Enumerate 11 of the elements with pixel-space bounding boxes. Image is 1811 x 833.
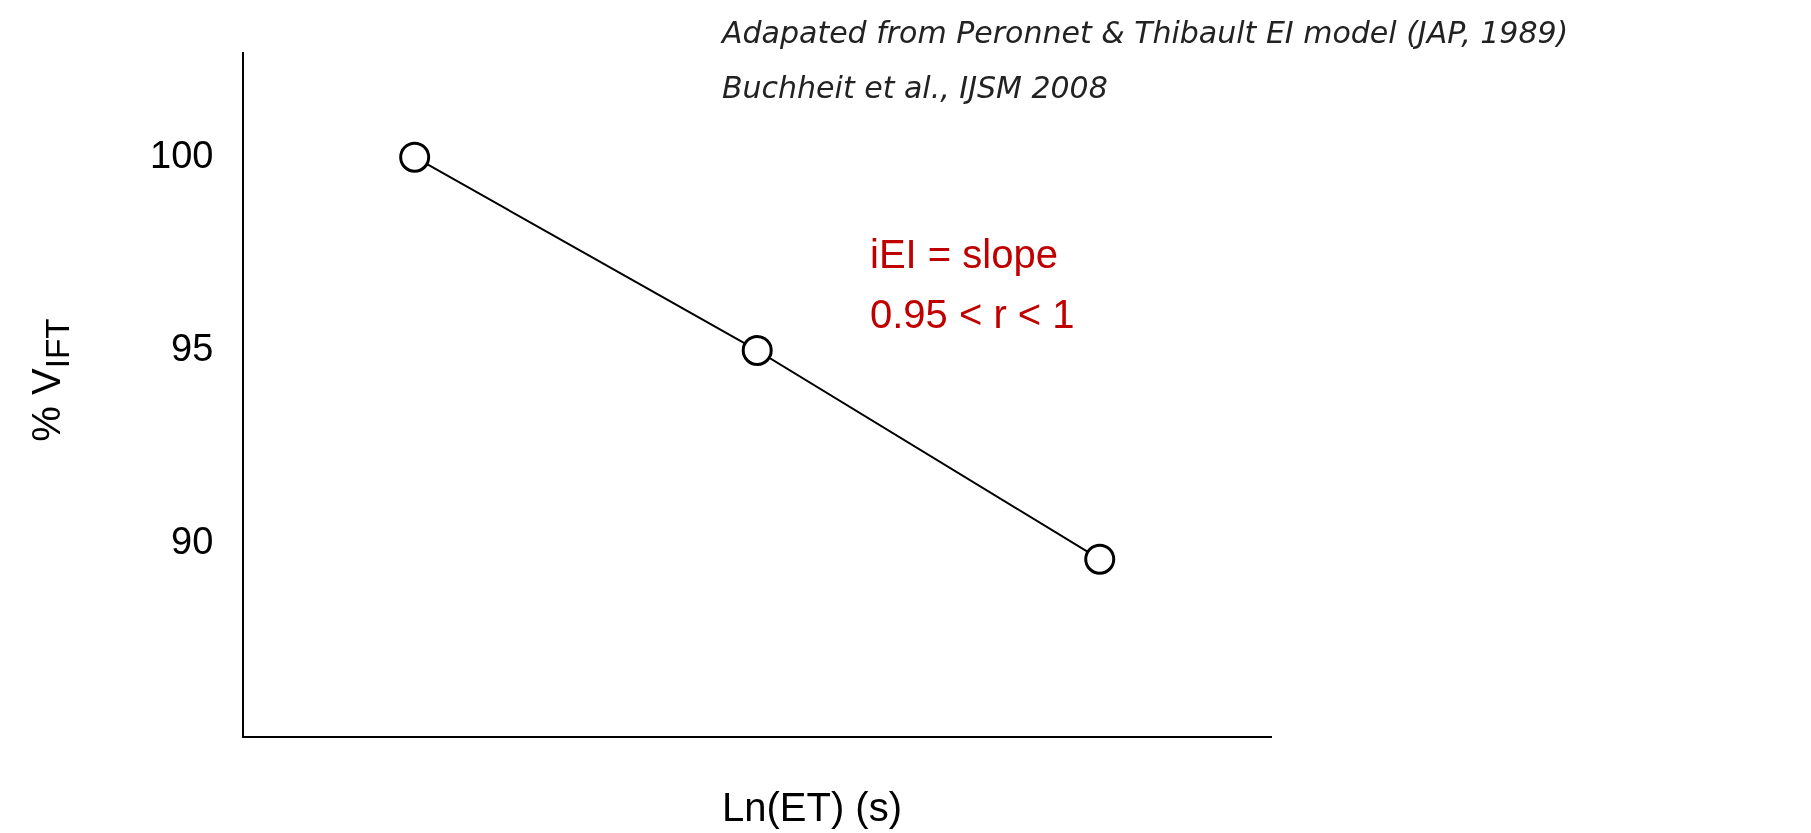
- annotation: iEI = slope: [870, 232, 1058, 277]
- text: Adapated from Peronnet & Thibault EI model (JAP, 1989): [722, 15, 1569, 50]
- x-axis-title: Ln(ET) (s): [722, 785, 902, 830]
- point: [399, 141, 431, 173]
- y-tick-label: 95: [171, 326, 214, 369]
- point: [741, 334, 773, 366]
- y-tick-label: 100: [150, 133, 214, 176]
- point: [1084, 543, 1116, 575]
- y-tick-label: 90: [171, 520, 214, 563]
- annotation: Buchheit et al., IJSM 2008: [722, 70, 1108, 105]
- annotation: 0.95 < r < 1: [870, 292, 1075, 337]
